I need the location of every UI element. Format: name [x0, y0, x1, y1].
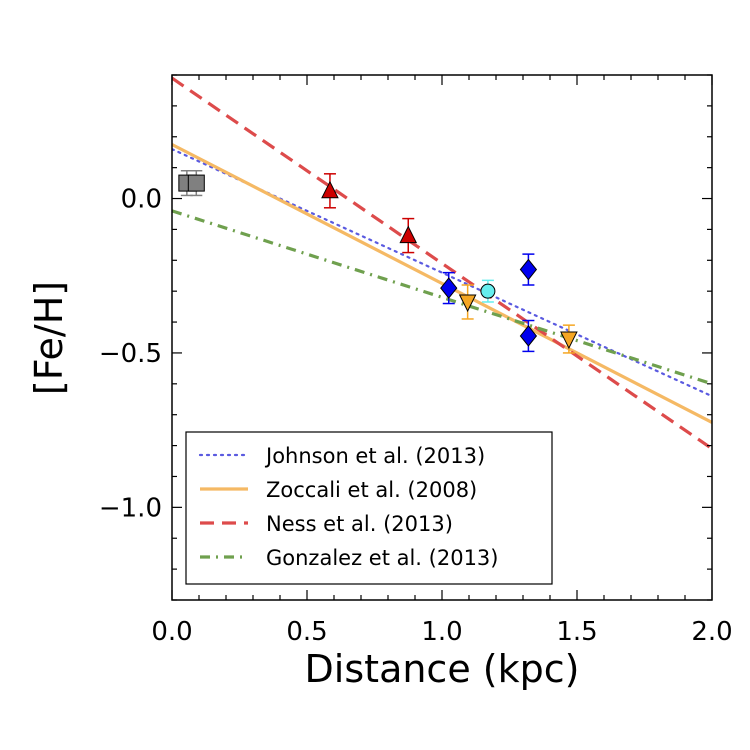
data-point-9 — [519, 319, 538, 353]
data-points — [178, 169, 578, 354]
legend-entry: Gonzalez et al. (2013) — [266, 546, 499, 570]
x-tick-label: 1.5 — [556, 617, 597, 647]
legend-entry: Ness et al. (2013) — [266, 512, 453, 536]
legend-box — [185, 431, 553, 585]
series-lines — [172, 76, 712, 450]
data-point-8 — [519, 253, 538, 286]
legend: Johnson et al. (2013) Zoccali et al. (200… — [185, 431, 553, 585]
legend-entry: Johnson et al. (2013) — [264, 444, 485, 468]
y-tick-label: −1.0 — [99, 493, 162, 523]
data-point-10 — [560, 324, 578, 354]
axis-ticks: 0.0 0.5 1.0 1.5 2.0 0.0 −0.5 −1.0 — [99, 74, 733, 647]
x-axis-label: Distance (kpc) — [305, 647, 580, 691]
x-tick-label: 1.0 — [421, 617, 462, 647]
data-point-7 — [480, 279, 496, 303]
data-point-4 — [399, 217, 418, 254]
data-point-2 — [187, 169, 205, 197]
data-point-6 — [458, 284, 477, 320]
legend-entry: Zoccali et al. (2008) — [266, 478, 477, 502]
y-axis-label: [Fe/H] — [27, 281, 71, 395]
x-tick-label: 2.0 — [691, 617, 732, 647]
x-tick-label: 0.0 — [151, 617, 192, 647]
data-point-5 — [440, 271, 458, 305]
data-point-3 — [321, 173, 339, 209]
y-tick-label: 0.0 — [121, 185, 162, 215]
series-line-4 — [172, 209, 712, 386]
y-tick-label: −0.5 — [99, 339, 162, 369]
series-line-2 — [172, 143, 712, 424]
x-tick-label: 0.5 — [286, 617, 327, 647]
